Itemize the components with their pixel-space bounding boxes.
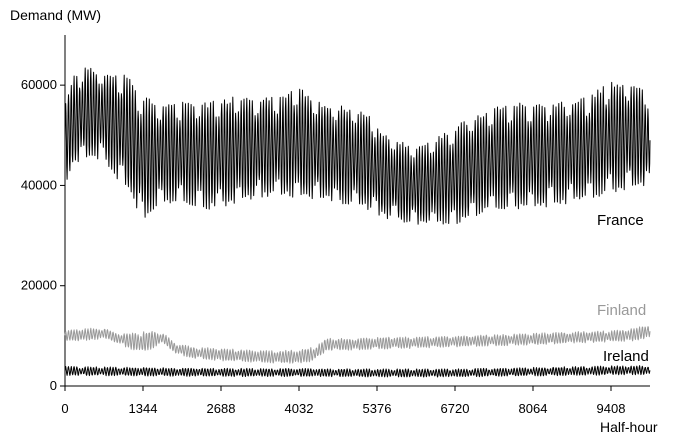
series-label-france: France bbox=[597, 212, 644, 229]
series-line-ireland bbox=[64, 365, 651, 378]
series-line-france bbox=[64, 67, 651, 225]
x-tick-label: 8064 bbox=[519, 401, 548, 416]
series-label-finland: Finland bbox=[597, 302, 646, 319]
x-tick-label: 9408 bbox=[597, 401, 626, 416]
x-tick-label: 4032 bbox=[285, 401, 314, 416]
axes: 0 20000 40000 60000 0 1344 2688 4032 5376 6720 806… bbox=[21, 35, 650, 416]
y-tick-label: 0 bbox=[50, 378, 57, 393]
x-axis-title: Half-hour bbox=[600, 419, 658, 435]
x-tick-label: 2688 bbox=[207, 401, 236, 416]
x-tick-label: 0 bbox=[61, 401, 68, 416]
x-tick-label: 5376 bbox=[363, 401, 392, 416]
y-tick-label: 20000 bbox=[21, 278, 57, 293]
x-tick-label: 1344 bbox=[129, 401, 158, 416]
y-tick-label: 60000 bbox=[21, 77, 57, 92]
series-layer bbox=[64, 67, 651, 378]
series-labels: France Finland Ireland bbox=[597, 212, 649, 365]
series-label-ireland: Ireland bbox=[603, 348, 649, 365]
y-tick-label: 40000 bbox=[21, 177, 57, 192]
y-axis-title: Demand (MW) bbox=[10, 7, 101, 23]
x-tick-label: 6720 bbox=[441, 401, 470, 416]
series-line-finland bbox=[64, 326, 651, 364]
